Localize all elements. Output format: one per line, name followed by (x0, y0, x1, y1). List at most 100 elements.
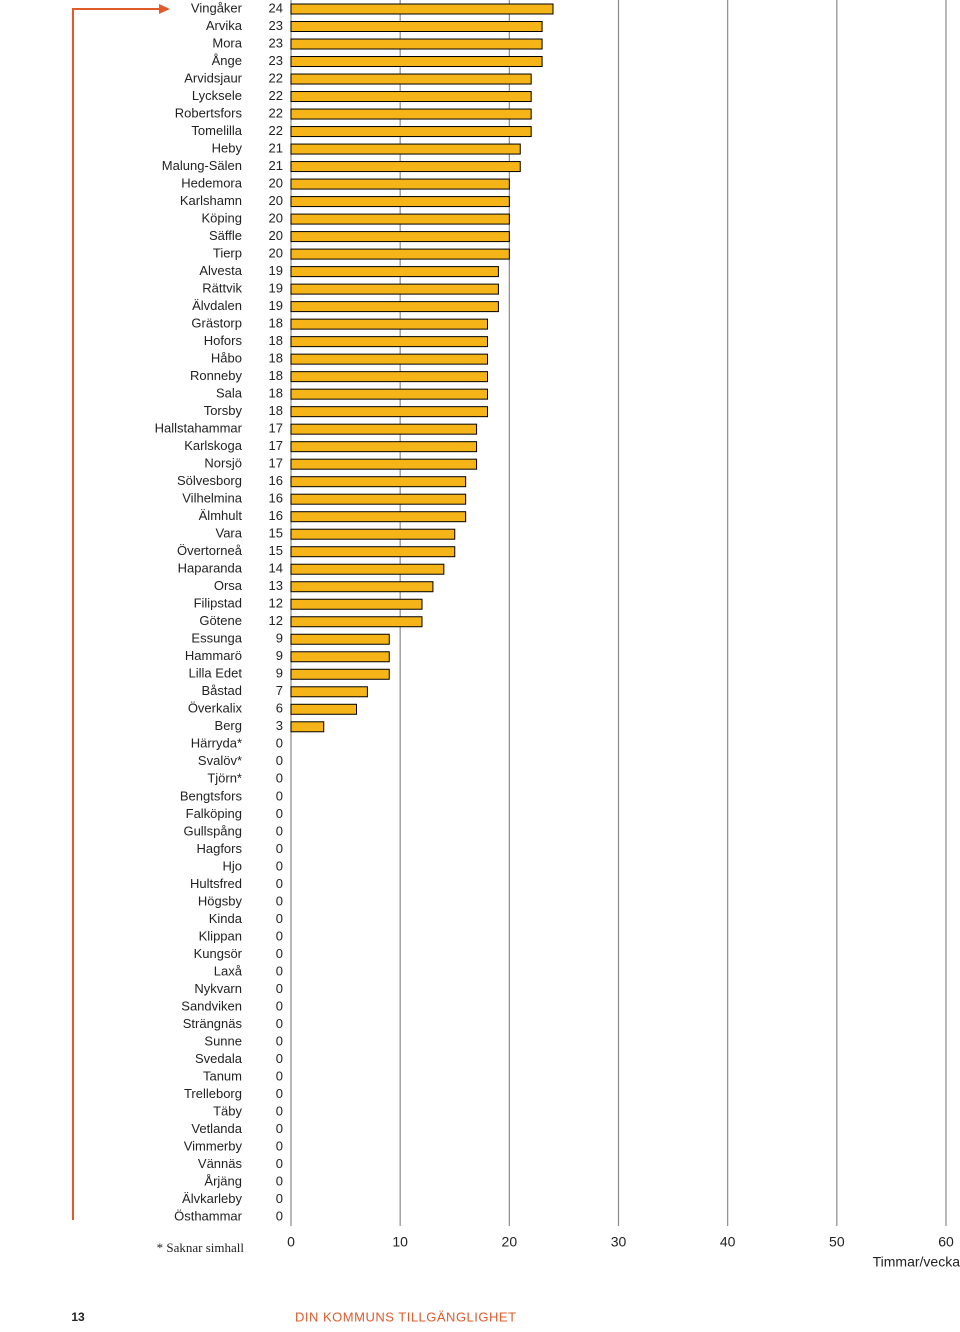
category-label: Tanum (203, 1068, 242, 1083)
value-label: 16 (269, 491, 283, 506)
category-label: Arvika (206, 18, 243, 33)
value-label: 9 (276, 631, 283, 646)
category-label: Malung-Sälen (162, 158, 242, 173)
bar (290, 651, 390, 663)
value-label: 0 (276, 1138, 283, 1153)
category-label: Köping (202, 211, 242, 226)
value-label: 18 (269, 316, 283, 331)
category-label: Håbo (211, 351, 242, 366)
category-label: Övertorneå (177, 543, 243, 558)
x-tick-label: 60 (938, 1234, 954, 1250)
category-label: Karlskoga (184, 438, 243, 453)
value-label: 20 (269, 228, 283, 243)
value-label: 20 (269, 193, 283, 208)
bar (290, 91, 532, 103)
bar (290, 511, 467, 523)
bar (290, 196, 510, 208)
value-label: 22 (269, 88, 283, 103)
x-tick-label: 20 (502, 1234, 518, 1250)
category-label: Strängnäs (183, 1016, 243, 1031)
value-label: 0 (276, 1121, 283, 1136)
value-label: 0 (276, 1033, 283, 1048)
value-label: 0 (276, 963, 283, 978)
value-label: 0 (276, 771, 283, 786)
x-tick-label: 50 (829, 1234, 845, 1250)
category-label: Sölvesborg (177, 473, 242, 488)
bar (290, 213, 510, 225)
bar (290, 371, 488, 383)
value-label: 0 (276, 1173, 283, 1188)
value-label: 0 (276, 981, 283, 996)
value-label: 19 (269, 298, 283, 313)
value-label: 15 (269, 543, 283, 558)
bar (290, 108, 532, 120)
category-label: Sala (216, 386, 243, 401)
bar (290, 231, 510, 243)
category-label: Arvidsjaur (184, 70, 242, 85)
value-label: 0 (276, 1191, 283, 1206)
value-label: 16 (269, 508, 283, 523)
category-label: Östhammar (174, 1208, 243, 1223)
value-label: 22 (269, 105, 283, 120)
bar (290, 336, 488, 348)
value-label: 0 (276, 1208, 283, 1223)
arrow-head (159, 4, 170, 14)
category-label: Vilhelmina (182, 491, 243, 506)
category-label: Älvkarleby (182, 1191, 242, 1206)
bar (290, 178, 510, 190)
bar (290, 73, 532, 85)
category-label: Robertsfors (175, 105, 243, 120)
value-label: 17 (269, 421, 283, 436)
value-label: 20 (269, 246, 283, 261)
bar (290, 563, 445, 575)
value-label: 18 (269, 333, 283, 348)
category-label: Högsby (198, 893, 243, 908)
value-label: 17 (269, 438, 283, 453)
category-label: Sandviken (181, 998, 242, 1013)
bar (290, 301, 499, 313)
bar (290, 143, 521, 155)
bar (290, 546, 456, 558)
bar (290, 703, 357, 715)
value-label: 0 (276, 806, 283, 821)
footer: DIN KOMMUNS TILLGÄNGLIGHET (295, 1309, 517, 1324)
bar (290, 126, 532, 138)
category-label: Grästorp (191, 316, 242, 331)
category-label: Haparanda (178, 561, 243, 576)
bar (290, 633, 390, 645)
bar (290, 388, 488, 400)
value-label: 0 (276, 788, 283, 803)
value-label: 23 (269, 35, 283, 50)
value-label: 24 (269, 0, 283, 15)
value-label: 0 (276, 841, 283, 856)
value-label: 22 (269, 70, 283, 85)
bar (290, 21, 543, 33)
value-label: 12 (269, 596, 283, 611)
category-label: Årjäng (204, 1173, 242, 1188)
category-label: Täby (213, 1103, 242, 1118)
category-label: Lilla Edet (189, 666, 243, 681)
bar (290, 686, 368, 698)
category-label: Säffle (209, 228, 242, 243)
value-label: 16 (269, 473, 283, 488)
category-label: Falköping (186, 806, 242, 821)
category-label: Hallstahammar (155, 421, 243, 436)
bar (290, 458, 478, 470)
value-label: 0 (276, 753, 283, 768)
category-label: Ronneby (190, 368, 243, 383)
category-label: Mora (212, 35, 242, 50)
value-label: 18 (269, 351, 283, 366)
bar (290, 476, 467, 488)
x-axis-label: Timmar/vecka (873, 1254, 960, 1270)
category-label: Tomelilla (191, 123, 242, 138)
value-label: 21 (269, 158, 283, 173)
category-label: Hagfors (196, 841, 242, 856)
bar (290, 493, 467, 505)
value-label: 23 (269, 53, 283, 68)
bar (290, 668, 390, 680)
value-label: 23 (269, 18, 283, 33)
bar (290, 266, 499, 278)
category-label: Karlshamn (180, 193, 242, 208)
category-label: Torsby (204, 403, 243, 418)
